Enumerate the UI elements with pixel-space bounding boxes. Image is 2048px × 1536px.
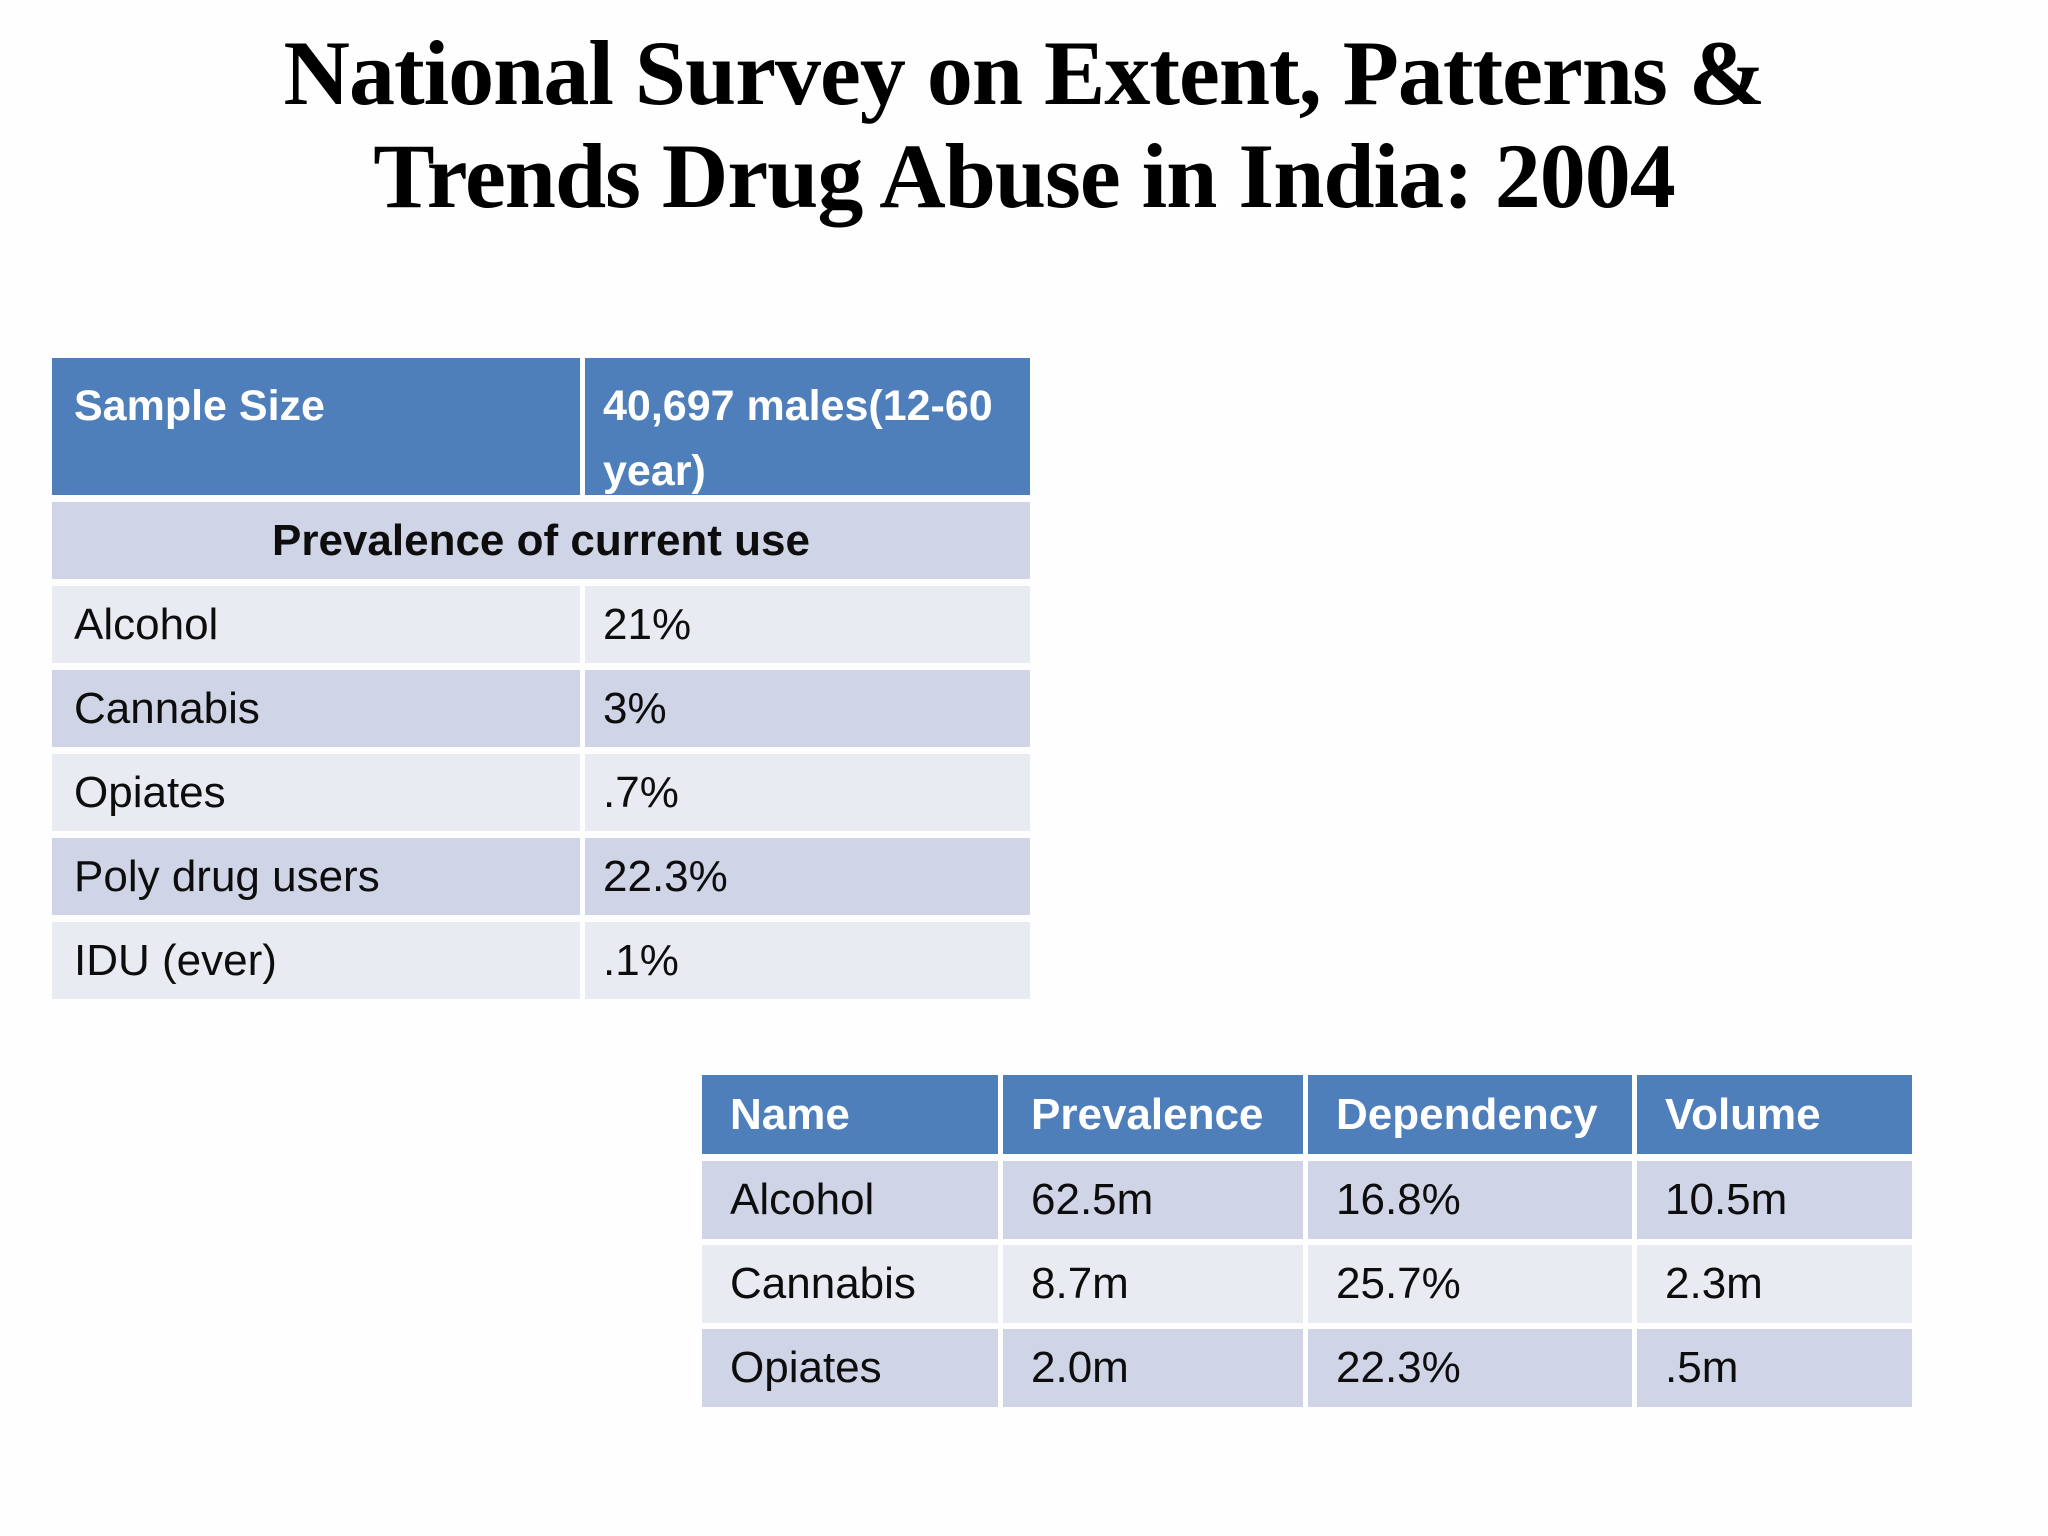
dependency-cell: 25.7% xyxy=(1308,1245,1632,1323)
prevalence-cell: 62.5m xyxy=(1003,1161,1303,1239)
substance-stats-table: Name Prevalence Dependency Volume Alcoho… xyxy=(702,1075,1912,1413)
volume-cell: 10.5m xyxy=(1637,1161,1912,1239)
sample-size-value-cell: 40,697 males(12-60 year) xyxy=(585,358,1030,495)
volume-cell: 2.3m xyxy=(1637,1245,1912,1323)
name-cell: Opiates xyxy=(702,1329,998,1407)
sample-size-table-header-row: Sample Size 40,697 males(12-60 year) xyxy=(52,358,1030,495)
table-row: Opiates .7% xyxy=(52,754,1030,831)
table-row: Poly drug users 22.3% xyxy=(52,838,1030,915)
substance-value-cell: .7% xyxy=(585,754,1030,831)
column-header-prevalence: Prevalence xyxy=(1003,1075,1303,1154)
table-row: Cannabis 8.7m 25.7% 2.3m xyxy=(702,1245,1912,1323)
slide-title-line2: Trends Drug Abuse in India: 2004 xyxy=(373,125,1676,228)
table-row: Alcohol 21% xyxy=(52,586,1030,663)
dependency-cell: 16.8% xyxy=(1308,1161,1632,1239)
slide-title-line1: National Survey on Extent, Patterns & xyxy=(283,22,1766,124)
sample-size-table: Sample Size 40,697 males(12-60 year) Pre… xyxy=(52,358,1030,1006)
substance-name-cell: Cannabis xyxy=(52,670,580,747)
substance-stats-header-row: Name Prevalence Dependency Volume xyxy=(702,1075,1912,1154)
substance-value-cell: 21% xyxy=(585,586,1030,663)
table-row: IDU (ever) .1% xyxy=(52,922,1030,999)
dependency-cell: 22.3% xyxy=(1308,1329,1632,1407)
prevalence-cell: 2.0m xyxy=(1003,1329,1303,1407)
name-cell: Alcohol xyxy=(702,1161,998,1239)
table-row: Alcohol 62.5m 16.8% 10.5m xyxy=(702,1161,1912,1239)
table-row: Cannabis 3% xyxy=(52,670,1030,747)
substance-name-cell: Alcohol xyxy=(52,586,580,663)
prevalence-band-row: Prevalence of current use xyxy=(52,502,1030,579)
substance-value-cell: 3% xyxy=(585,670,1030,747)
prevalence-cell: 8.7m xyxy=(1003,1245,1303,1323)
substance-value-cell: .1% xyxy=(585,922,1030,999)
volume-cell: .5m xyxy=(1637,1329,1912,1407)
column-header-volume: Volume xyxy=(1637,1075,1912,1154)
name-cell: Cannabis xyxy=(702,1245,998,1323)
substance-value-cell: 22.3% xyxy=(585,838,1030,915)
substance-name-cell: IDU (ever) xyxy=(52,922,580,999)
sample-size-label-cell: Sample Size xyxy=(52,358,580,495)
column-header-name: Name xyxy=(702,1075,998,1154)
substance-name-cell: Opiates xyxy=(52,754,580,831)
slide-title: National Survey on Extent, Patterns & Tr… xyxy=(0,22,2048,228)
column-header-dependency: Dependency xyxy=(1308,1075,1632,1154)
table-row: Opiates 2.0m 22.3% .5m xyxy=(702,1329,1912,1407)
substance-name-cell: Poly drug users xyxy=(52,838,580,915)
